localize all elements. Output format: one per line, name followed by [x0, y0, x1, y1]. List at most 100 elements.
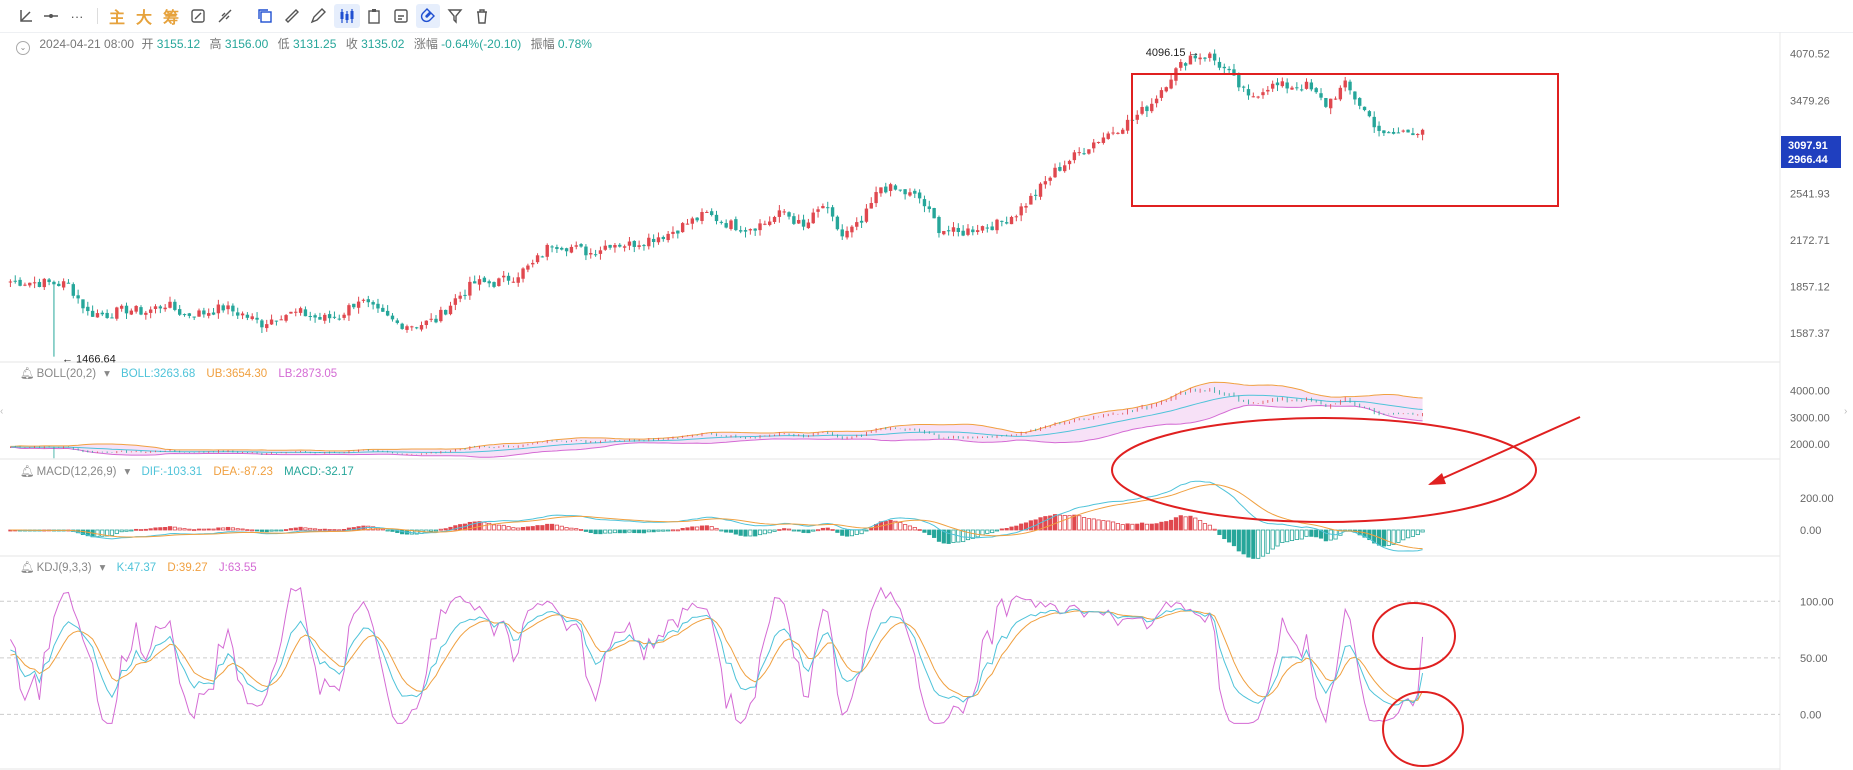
candle-body	[119, 305, 124, 309]
candle-settings-icon[interactable]	[334, 4, 360, 28]
macd-histogram-bar	[1193, 517, 1198, 531]
macd-histogram-bar	[999, 528, 1004, 531]
candle-body	[192, 316, 196, 318]
close-label: 收	[345, 37, 358, 51]
macd-histogram-bar	[250, 529, 255, 532]
macd-histogram-bar	[337, 529, 342, 532]
candle-body	[250, 316, 254, 320]
macd-histogram-bar	[898, 522, 903, 531]
macd-histogram-bar	[496, 524, 501, 531]
candle-body	[685, 223, 690, 225]
candle-body	[792, 216, 796, 224]
macd-header: 🔔︎ MACD(12,26,9) ▾ DIF:-103.31 DEA:-87.23 …	[20, 464, 362, 478]
candle-body	[1295, 87, 1299, 89]
pen-icon[interactable]	[306, 4, 330, 28]
macd-histogram-bar	[1294, 529, 1299, 540]
macd-histogram-bar	[569, 527, 574, 531]
draw-edit-icon[interactable]	[186, 4, 210, 28]
last-price-value: 3097.91	[1788, 140, 1828, 152]
macd-histogram-bar	[1415, 529, 1420, 536]
ruler-icon[interactable]	[280, 4, 304, 28]
macd-histogram-bar	[535, 525, 540, 531]
candle-body	[560, 247, 564, 250]
macd-histogram-bar	[598, 529, 603, 535]
kdj-name: KDJ(9,3,3)	[36, 562, 92, 574]
trash-icon[interactable]	[470, 4, 494, 28]
candle-body	[647, 237, 651, 247]
clipboard-icon[interactable]	[362, 4, 386, 28]
notes-icon[interactable]	[389, 4, 413, 28]
macd-histogram-bar	[903, 524, 908, 531]
macd-histogram-bar	[1285, 529, 1290, 543]
chips-button[interactable]: 筹	[159, 4, 183, 28]
macd-histogram-bar	[985, 529, 990, 534]
bell-icon[interactable]: 🔔︎	[20, 368, 35, 380]
macd-histogram-bar	[172, 526, 177, 531]
candle-body	[342, 314, 346, 318]
candle-body	[1358, 98, 1362, 106]
candle-body	[589, 253, 593, 255]
candle-body	[1154, 98, 1159, 104]
trendline-tool-icon[interactable]	[14, 4, 38, 28]
bell-icon[interactable]: 🔔︎	[20, 466, 35, 478]
candle-body	[937, 216, 941, 234]
more-tool-icon[interactable]: ···	[65, 4, 89, 28]
candle-body	[1222, 66, 1226, 69]
candle-body	[81, 299, 85, 309]
candle-body	[463, 294, 467, 296]
chart-canvas[interactable]: ‹ › 4070.52 3479.26 2541.93 2172.71 1857.12 15…	[0, 32, 1853, 770]
main-force-button[interactable]: 主	[105, 4, 129, 28]
candle-body	[1101, 137, 1106, 143]
candle-body	[298, 308, 303, 313]
macd-histogram-bar	[264, 529, 269, 533]
price-tick-label: 1587.37	[1790, 328, 1830, 340]
macd-histogram-bar	[1410, 529, 1416, 537]
high-price-label: 4096.15 →	[1146, 47, 1200, 59]
macd-histogram-bar	[932, 529, 937, 538]
candle-body	[153, 306, 158, 309]
candle-body	[1116, 132, 1120, 134]
candle-body	[680, 223, 685, 233]
candle-body	[308, 316, 312, 318]
candle-body	[265, 324, 269, 329]
candle-body	[584, 246, 588, 256]
candle-body	[168, 301, 172, 308]
candle-body	[1038, 183, 1043, 197]
macd-histogram-bar	[1014, 525, 1019, 531]
macd-histogram-bar	[487, 522, 492, 531]
macd-histogram-bar	[317, 528, 323, 531]
dropdown-icon[interactable]: ▾	[99, 562, 106, 574]
low-price-label: ← 1466.64	[62, 354, 116, 366]
macd-histogram-bar	[690, 526, 695, 531]
price-tick-label: 2541.93	[1790, 188, 1830, 200]
candle-body	[593, 254, 598, 256]
candle-body	[1111, 132, 1115, 134]
candle-body	[414, 327, 419, 329]
macd-histogram-bar	[100, 529, 105, 537]
measure-line-icon[interactable]	[213, 4, 237, 28]
dropdown-icon[interactable]: ▾	[104, 368, 110, 380]
macd-histogram-bar	[627, 529, 632, 533]
candle-body	[1372, 116, 1376, 128]
macd-histogram-bar	[1309, 529, 1314, 537]
macd-histogram-bar	[859, 529, 864, 535]
macd-histogram-bar	[274, 529, 279, 532]
candle-body	[86, 306, 90, 312]
high-label: 高	[209, 37, 222, 51]
copy-icon[interactable]	[253, 4, 277, 28]
bell-icon[interactable]: 🔔︎	[20, 562, 35, 574]
candle-body	[1251, 96, 1256, 98]
big-order-button[interactable]: 大	[132, 4, 156, 28]
macd-histogram-bar	[733, 529, 738, 535]
macd-histogram-bar	[438, 528, 443, 531]
candle-body	[1314, 88, 1318, 93]
horizontal-line-tool-icon[interactable]	[39, 4, 63, 28]
filter-icon[interactable]	[443, 4, 467, 28]
kdj-tick-label: 100.00	[1800, 596, 1834, 608]
candle-body	[1256, 96, 1260, 98]
magnet-icon[interactable]	[416, 4, 440, 28]
candle-body	[492, 282, 496, 287]
dropdown-icon[interactable]: ▾	[124, 466, 131, 478]
collapse-chevron-icon[interactable]: ⌄	[16, 41, 30, 55]
macd-histogram-bar	[951, 529, 956, 543]
